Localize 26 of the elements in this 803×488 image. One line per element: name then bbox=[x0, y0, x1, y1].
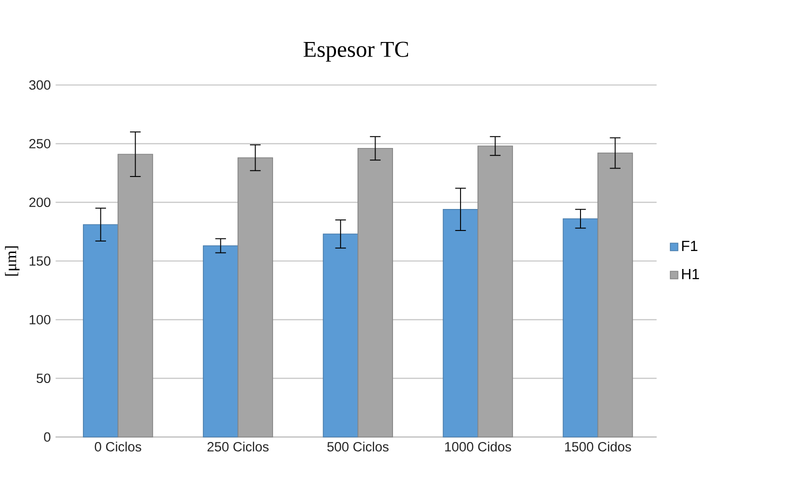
bar bbox=[322, 234, 358, 438]
y-tick-label: 300 bbox=[29, 80, 50, 90]
x-tick-label: 500 Ciclos bbox=[327, 442, 389, 452]
x-tick-label: 0 Ciclos bbox=[94, 442, 142, 452]
bar bbox=[118, 154, 154, 438]
y-tick-label: 0 bbox=[44, 432, 50, 442]
x-tick-label: 1500 Cidos bbox=[565, 442, 632, 452]
bar bbox=[597, 152, 633, 438]
y-tick-label: 200 bbox=[29, 198, 50, 208]
y-tick-label: 50 bbox=[36, 374, 50, 384]
y-tick-label: 250 bbox=[29, 138, 50, 148]
bar bbox=[82, 224, 118, 438]
y-tick-label: 150 bbox=[30, 256, 50, 266]
y-axis-title: [μm] bbox=[4, 246, 20, 276]
bar bbox=[202, 245, 238, 438]
legend-label: H1 bbox=[682, 269, 699, 280]
x-tick-label: 1000 Cidos bbox=[445, 442, 512, 452]
y-tick-label: 100 bbox=[30, 314, 50, 324]
bar bbox=[358, 148, 393, 438]
legend-label: F1 bbox=[682, 240, 698, 251]
bar bbox=[238, 157, 274, 438]
x-tick-label: 250 Ciclos bbox=[208, 442, 269, 452]
bar bbox=[562, 218, 598, 438]
bar bbox=[442, 208, 478, 438]
bar bbox=[477, 146, 513, 438]
chart-title: Espesor TC bbox=[304, 42, 408, 62]
